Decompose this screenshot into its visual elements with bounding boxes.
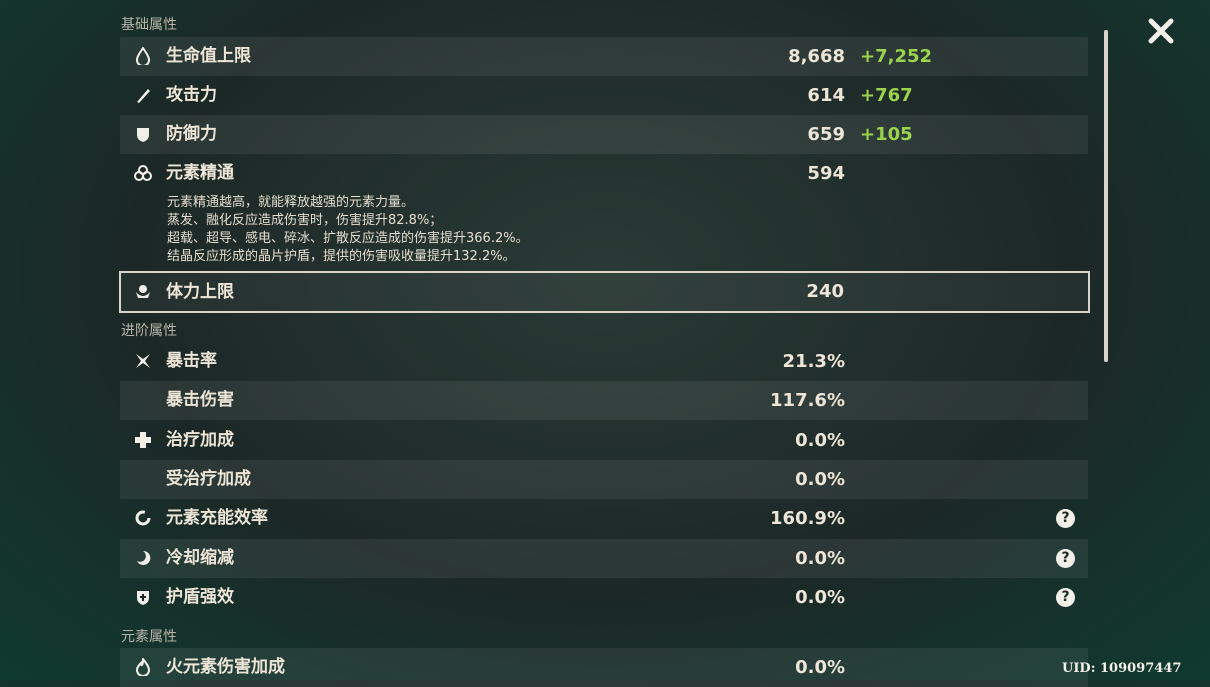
stat-value: 0.0% (795, 548, 845, 569)
stat-value: 659 (807, 124, 845, 145)
stat-icon (137, 128, 149, 142)
stat-row: 生命值上限 8,668 +7,252 (120, 37, 1088, 76)
stat-icon (135, 658, 151, 676)
stat-icon (134, 165, 152, 181)
stat-value: 240 (806, 281, 844, 302)
stat-row: 元素充能效率 160.9%? (120, 499, 1088, 538)
stat-row: 暴击伤害 117.6% (120, 381, 1088, 420)
uid: UID: 109097447 (1062, 661, 1182, 676)
help-button[interactable]: ? (1056, 588, 1075, 607)
close-button[interactable] (1147, 17, 1175, 45)
stat-label: 攻击力 (166, 85, 217, 105)
stat-bonus: +7,252 (860, 46, 933, 67)
stat-value: 160.9% (770, 508, 845, 529)
stat-value: 0.0% (795, 469, 845, 490)
stat-label: 治疗加成 (166, 430, 234, 450)
scrollbar (1104, 30, 1108, 362)
stat-row[interactable]: 体力上限 240 (119, 271, 1090, 313)
stat-row: 火元素伤害加成 0.0% (120, 648, 1088, 687)
stat-value: 0.0% (795, 587, 845, 608)
stat-icon (136, 354, 150, 368)
stat-value: 594 (807, 163, 845, 184)
help-button[interactable]: ? (1056, 509, 1075, 528)
stat-label: 元素充能效率 (166, 508, 268, 528)
stat-label: 护盾强效 (166, 587, 234, 607)
stat-value: 0.0% (795, 657, 845, 678)
stat-label: 生命值上限 (166, 46, 251, 66)
stat-label: 受治疗加成 (166, 469, 251, 489)
stat-row: 冷却缩减 0.0%? (120, 539, 1088, 578)
stat-icon (136, 285, 150, 298)
stat-icon (137, 89, 150, 103)
stat-label: 体力上限 (166, 282, 234, 302)
stat-label: 暴击伤害 (166, 390, 234, 410)
stat-icon (135, 432, 151, 448)
stat-icon (135, 47, 151, 65)
stat-description: 结晶反应形成的晶片护盾，提供的伤害吸收量提升132.2%。 (167, 249, 516, 264)
stat-description: 元素精通越高，就能释放越强的元素力量。 (167, 195, 415, 210)
stat-value: 21.3% (782, 351, 845, 372)
stat-label: 冷却缩减 (166, 548, 234, 568)
stat-row: 受治疗加成 0.0% (120, 460, 1088, 499)
stat-label: 防御力 (166, 124, 217, 144)
stat-icon (135, 510, 151, 526)
section-title: 元素属性 (121, 629, 177, 645)
stat-row: 元素精通 594 (120, 154, 1088, 193)
stat-label: 火元素伤害加成 (166, 657, 285, 677)
stat-value: 117.6% (770, 390, 845, 411)
stat-row: 防御力 659 +105 (120, 115, 1088, 154)
stat-description: 超载、超导、感电、碎冰、扩散反应造成的伤害提升366.2%。 (167, 231, 529, 246)
stat-icon (137, 591, 149, 605)
stat-icon (137, 550, 151, 565)
stat-bonus: +767 (860, 85, 913, 106)
stat-value: 0.0% (795, 430, 845, 451)
stat-row: 护盾强效 0.0%? (120, 578, 1088, 617)
stat-label: 暴击率 (166, 351, 217, 371)
section-title: 进阶属性 (121, 323, 177, 339)
stat-value: 614 (807, 85, 845, 106)
stat-value: 8,668 (788, 46, 845, 67)
help-button[interactable]: ? (1056, 549, 1075, 568)
section-title: 基础属性 (121, 17, 177, 33)
stat-bonus: +105 (860, 124, 913, 145)
stat-row: 暴击率 21.3% (120, 342, 1088, 381)
stat-row: 治疗加成 0.0% (120, 421, 1088, 460)
stat-description: 蒸发、融化反应造成伤害时，伤害提升82.8%； (167, 213, 443, 228)
stat-label: 元素精通 (166, 163, 234, 183)
stat-row: 攻击力 614 +767 (120, 76, 1088, 115)
